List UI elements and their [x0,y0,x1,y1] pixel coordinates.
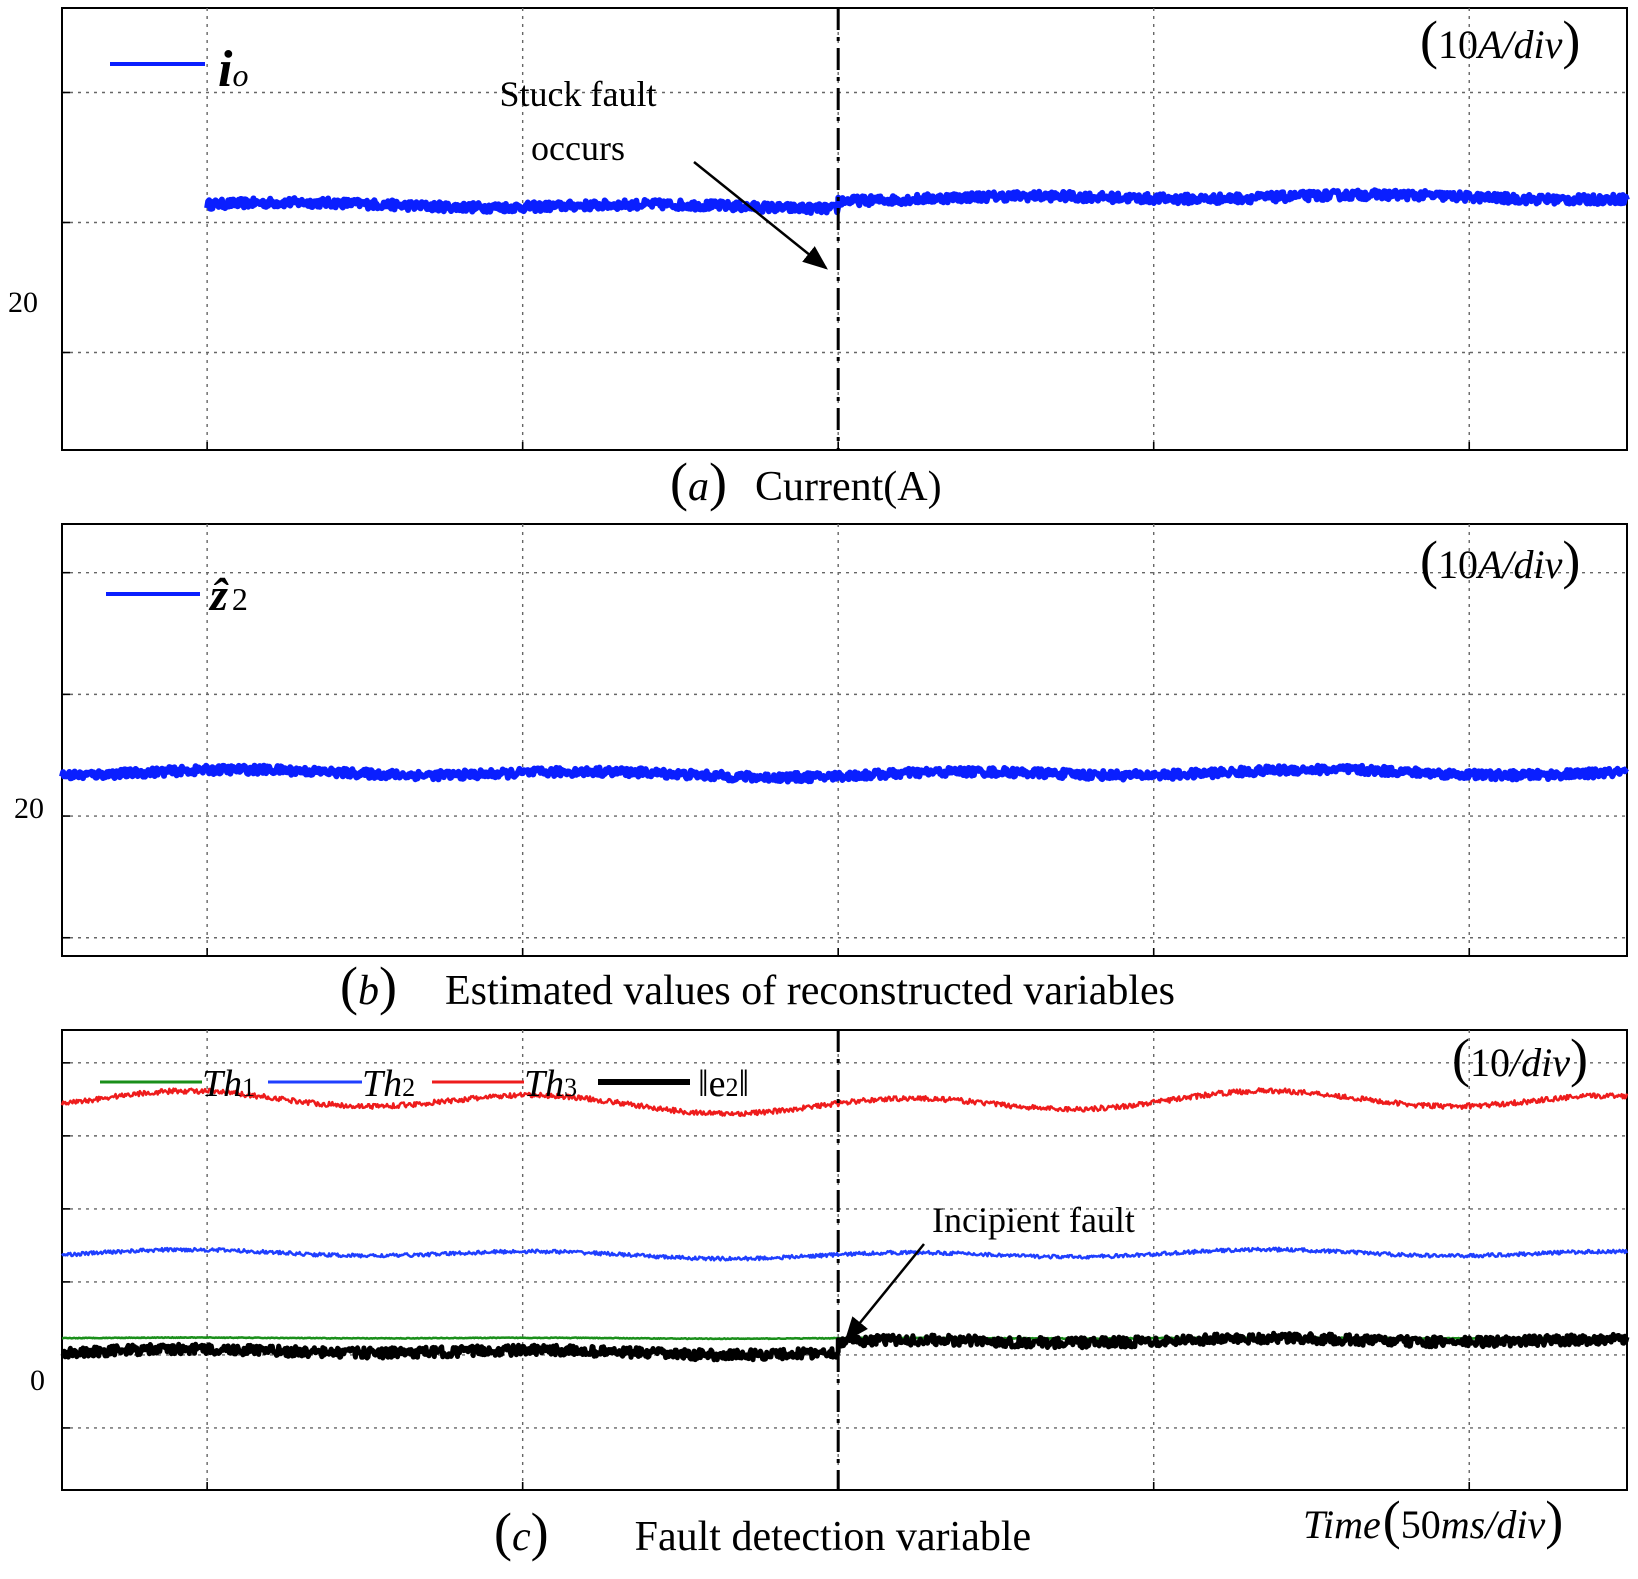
panel-c-incipient-fault-annotation: Incipient fault [844,1200,1135,1342]
panel-a-series [204,187,1630,216]
panel-a-y-tick-label: 20 [8,286,38,319]
panel-a-frame [61,7,1628,451]
panel-a-annotation-line-2: occurs [531,128,625,168]
panel-c-series [60,1087,1630,1363]
panel-c-legend-label-th1: Th1 [202,1063,255,1105]
series-line-i-o [204,187,1630,216]
panel-b-series [59,762,1630,785]
panel-c-caption: (c) Fault detection variable [494,1502,1031,1562]
panel-a-legend: io [110,41,248,98]
panel-c-grid [62,1030,1627,1490]
panel-a-grid [62,8,1627,450]
series-line-th2 [60,1246,1629,1262]
panel-c-scale-label: (10/div) [1452,1028,1588,1088]
panel-a-annotation-line-1: Stuck fault [500,74,657,114]
panel-b-frame [61,523,1628,957]
panel-a-scale-label: (10A/div) [1420,10,1580,70]
panel-a: 20 (10A/div) io Stuck fault occurs (a) Cu… [8,7,1630,512]
panel-b-y-tick-label: 20 [14,792,44,825]
panel-c-x-axis-label: Time(50ms/div) [1303,1490,1563,1550]
panel-c: 0 (10/div) Th1 Th2 Th3 ‖e2‖ Incipient fa… [30,1028,1630,1562]
panel-a-caption: (a) Current(A) [670,452,942,512]
panel-c-annotation-label: Incipient fault [932,1200,1135,1240]
panel-a-annotation-arrow [693,161,828,270]
panel-b-grid [62,524,1627,956]
panel-a-stuck-fault-annotation: Stuck fault occurs [500,74,828,270]
panel-b-caption: (b) Estimated values of reconstructed var… [340,956,1175,1016]
panel-c-annotation-arrow [844,1243,925,1342]
panel-c-legend-label-th3: Th3 [524,1063,577,1105]
panel-b-scale-label: (10A/div) [1420,530,1580,590]
panel-c-y-tick-label: 0 [30,1364,45,1397]
panel-a-legend-label: io [218,41,248,98]
series-line-z-hat-2 [59,762,1630,785]
panel-c-legend-label-th2: Th2 [362,1063,415,1105]
panel-c-legend-label-e2: ‖e2‖ [698,1063,749,1105]
panel-c-frame [61,1029,1628,1491]
series-line-norm-e2 [60,1330,1630,1363]
panel-c-legend: Th1 Th2 Th3 ‖e2‖ [100,1063,749,1105]
series-line-th3 [60,1087,1629,1118]
